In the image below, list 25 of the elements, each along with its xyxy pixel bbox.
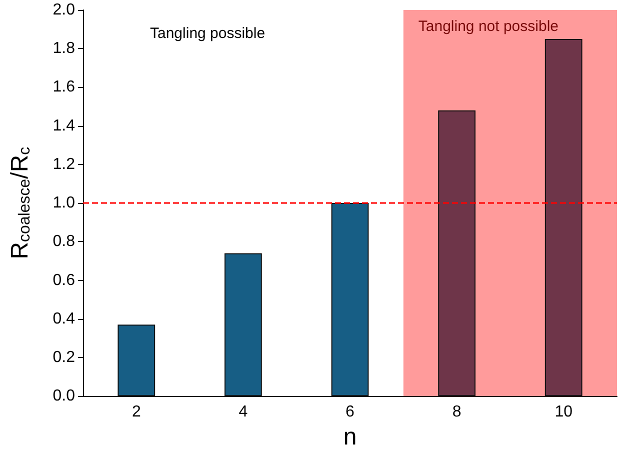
y-tick-label: 1.8 <box>52 40 76 58</box>
y-tick-label: 0.0 <box>52 388 76 405</box>
bar <box>331 203 369 396</box>
y-tick-label: 2.0 <box>52 2 76 18</box>
y-tick-label: 0.8 <box>52 233 76 250</box>
annotation: Tangling possible <box>150 25 266 42</box>
x-axis-title: n <box>343 424 357 450</box>
y-tick-label: 1.6 <box>52 78 76 96</box>
x-tick-label: 6 <box>346 404 355 421</box>
y-tick-label: 0.6 <box>52 272 76 289</box>
bar <box>224 253 262 396</box>
x-tick-label: 2 <box>132 404 141 421</box>
x-tick-label: 10 <box>554 404 573 421</box>
y-tick-label: 1.4 <box>52 117 76 134</box>
x-tick-label: 8 <box>452 404 462 421</box>
bar <box>118 324 156 396</box>
x-tick-label: 4 <box>238 404 248 421</box>
y-tick-label: 1.2 <box>52 156 76 173</box>
bar <box>544 38 582 396</box>
y-tick-label: 0.2 <box>52 348 76 366</box>
bar <box>438 110 476 396</box>
band-label: Tangling not possible <box>418 18 559 35</box>
y-axis-title: Rcoalesce/Rc <box>6 146 34 260</box>
y-tick-label: 0.4 <box>52 310 76 328</box>
y-tick-label: 1.0 <box>52 194 76 212</box>
